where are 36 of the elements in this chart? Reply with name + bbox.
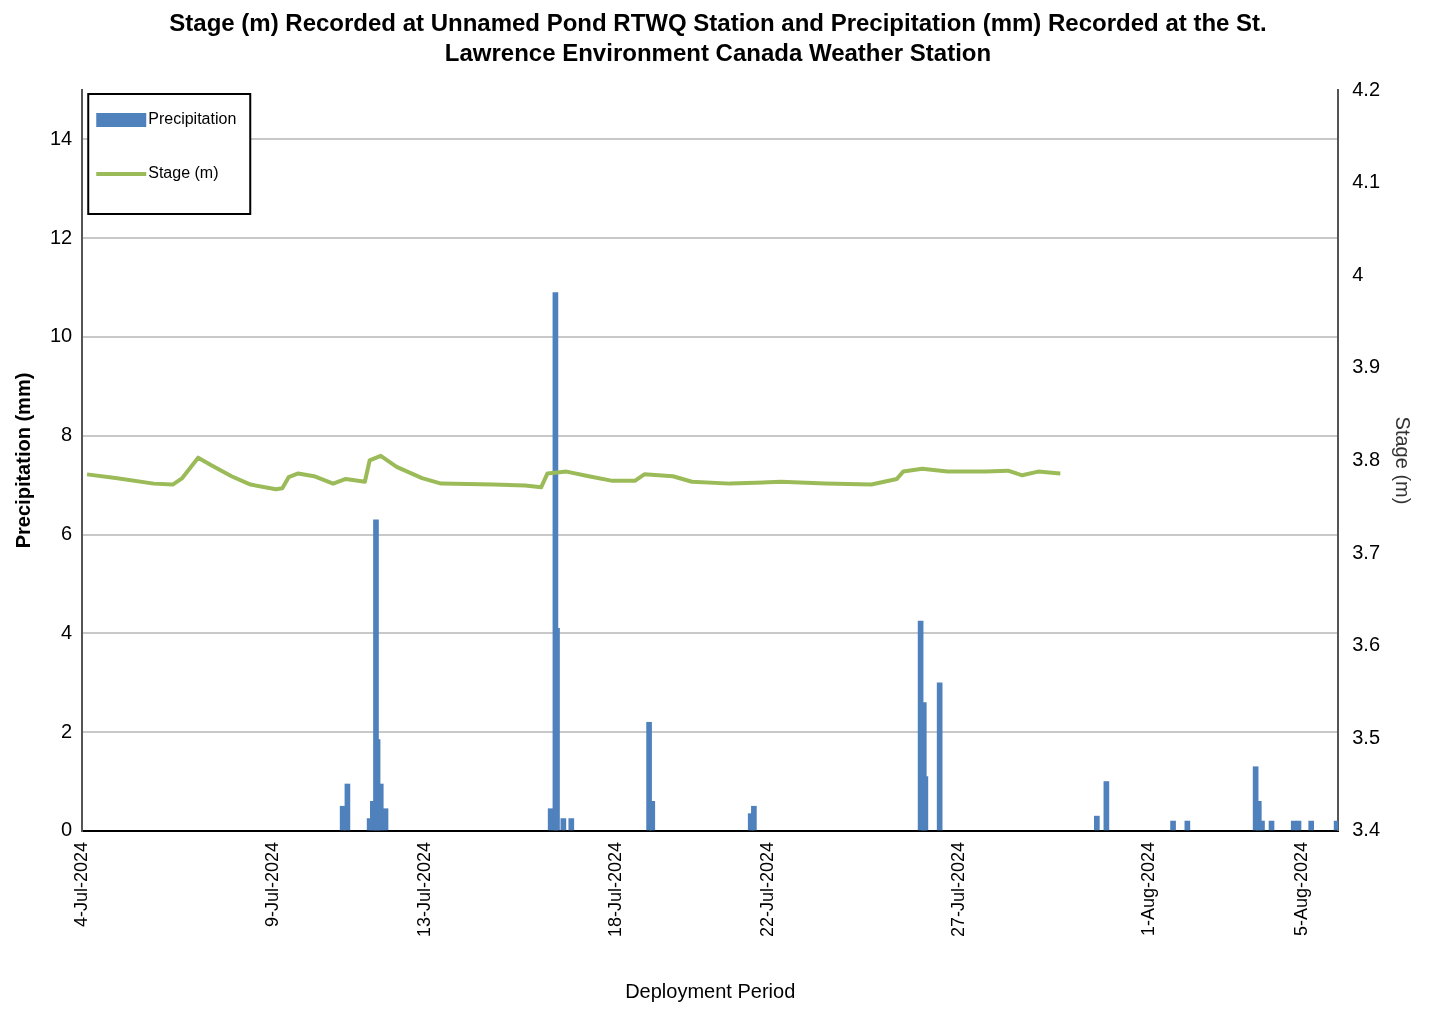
chart-title: Stage (m) Recorded at Unnamed Pond RTWQ Station and Precipitation (mm) Recorded at the St. Lawrence Environment Canada Weather Station — [168, 8, 1268, 68]
bar — [1094, 815, 1100, 831]
x-tick-label: 22-Jul-2024 — [757, 841, 778, 937]
x-tick-label: 18-Jul-2024 — [604, 841, 625, 937]
y2-tick-label: 4.1 — [1352, 170, 1381, 193]
y2-tick-label: 3.6 — [1352, 633, 1381, 656]
y-tick-label: 12 — [50, 225, 73, 248]
y-axis-title: Precipitation (mm) — [11, 372, 34, 549]
legend-label: Precipitation — [148, 110, 237, 128]
bar — [1170, 820, 1176, 831]
y2-tick-label: 3.4 — [1352, 818, 1381, 841]
bar — [568, 818, 575, 831]
y2-axis-title: Stage (m) — [1392, 416, 1415, 505]
y2-tick-label: 3.8 — [1352, 447, 1381, 470]
y2-tick-label: 3.7 — [1352, 540, 1381, 563]
y-tick-label: 2 — [61, 719, 73, 742]
y2-tick-label: 3.9 — [1352, 355, 1381, 378]
x-tick-label: 13-Jul-2024 — [414, 841, 435, 937]
x-axis-title: Deployment Period — [625, 979, 796, 1002]
bar — [1308, 820, 1315, 831]
x-tick-label: 27-Jul-2024 — [947, 841, 968, 937]
y-tick-label: 10 — [50, 324, 73, 347]
y-tick-label: 8 — [61, 423, 73, 446]
bar — [751, 805, 757, 831]
y2-tick-label: 3.5 — [1352, 725, 1381, 748]
y2-tick-label: 4.2 — [1352, 77, 1381, 100]
x-tick-label: 5-Aug-2024 — [1290, 841, 1311, 937]
y-tick-label: 14 — [50, 126, 73, 149]
x-tick-label: 9-Jul-2024 — [261, 841, 282, 927]
y2-tick-label: 4 — [1352, 262, 1364, 285]
legend-label: Stage (m) — [148, 164, 219, 182]
y-tick-label: 4 — [61, 620, 73, 643]
y-tick-label: 0 — [61, 818, 73, 841]
y-tick-label: 6 — [61, 522, 73, 545]
x-tick-label: 4-Jul-2024 — [71, 841, 92, 927]
x-tick-label: 1-Aug-2024 — [1138, 841, 1159, 937]
